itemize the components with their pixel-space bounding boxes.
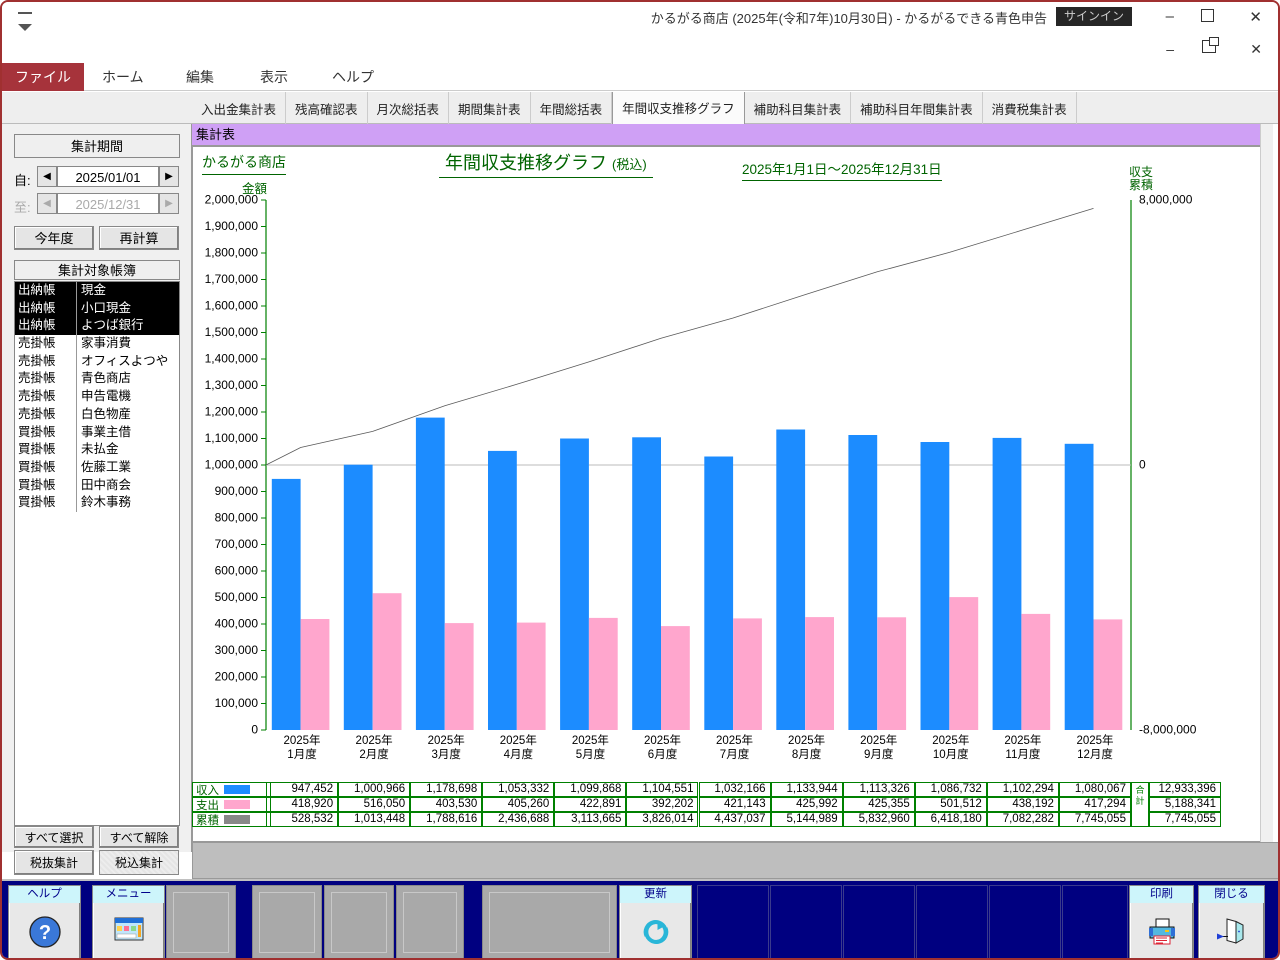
svg-text:?: ? xyxy=(38,922,50,944)
